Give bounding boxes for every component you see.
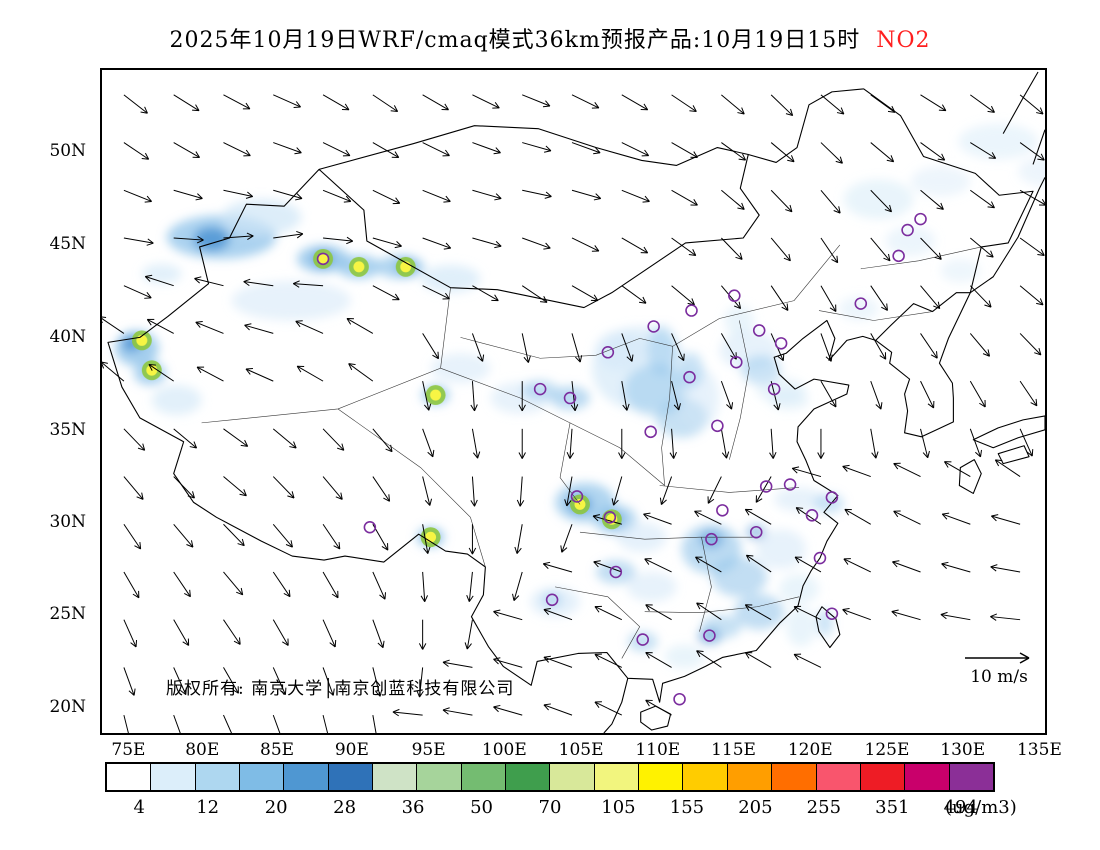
colorbar-cell [549, 764, 594, 790]
map-canvas [102, 71, 1045, 733]
map-frame: 版权所有: 南京大学│南京创蓝科技有限公司 10 m/s [100, 68, 1047, 735]
colorbar-tick-label: 255 [806, 797, 842, 818]
colorbar-cell [327, 764, 373, 790]
colorbar-cell [726, 764, 772, 790]
colorbar-cell [948, 764, 993, 790]
colorbar-cell [682, 764, 727, 790]
colorbar-cell [194, 764, 240, 790]
species-label: NO2 [876, 28, 931, 53]
colorbar-cell [239, 764, 284, 790]
lat-tick-label: 35N [49, 419, 86, 440]
colorbar-cell [283, 764, 328, 790]
lat-tick-label: 25N [49, 604, 86, 625]
lon-tick-label: 80E [185, 740, 220, 760]
colorbar-cell [416, 764, 461, 790]
colorbar-tick-label: 28 [333, 797, 357, 818]
colorbar-tick-label: 50 [470, 797, 493, 818]
colorbar-cell [150, 764, 195, 790]
lon-tick-label: 115E [711, 740, 756, 760]
colorbar-cell [638, 764, 683, 790]
colorbar-cell [815, 764, 860, 790]
wind-scale-arrow [965, 652, 1030, 664]
lon-tick-label: 130E [940, 740, 986, 760]
lon-tick-label: 105E [558, 740, 604, 760]
colorbar-cell [107, 764, 151, 790]
lon-tick-label: 75E [111, 740, 146, 760]
colorbar-tick-label: 36 [401, 797, 425, 818]
colorbar-cell [859, 764, 905, 790]
colorbar-tick-label: 105 [601, 797, 636, 818]
lon-tick-label: 85E [260, 740, 295, 760]
colorbar-cell [593, 764, 639, 790]
wind-vector-field [102, 94, 1045, 733]
lat-axis: 50N 45N 40N 35N 30N 25N 20N [0, 68, 92, 735]
colorbar-tick-label: 155 [669, 797, 705, 818]
colorbar-cell [505, 764, 550, 790]
lon-tick-label: 95E [411, 740, 446, 760]
lon-tick-label: 135E [1016, 740, 1062, 760]
colorbar-cell [904, 764, 949, 790]
lon-tick-label: 100E [481, 740, 527, 760]
lon-tick-label: 90E [334, 740, 369, 760]
colorbar-tick-label: 12 [196, 797, 220, 818]
colorbar-tick-label: 205 [738, 797, 773, 818]
colorbar-tick-label: 20 [264, 797, 288, 818]
station-markers [316, 212, 927, 706]
lon-axis: 75E 80E 85E 90E 95E 100E 105E 110E 115E 120E 125E 1… [100, 740, 1061, 760]
lat-tick-label: 20N [49, 696, 86, 717]
colorbar-tick-label: 70 [538, 797, 562, 818]
lat-tick-label: 45N [49, 234, 86, 255]
colorbar-tick-label: 351 [875, 797, 910, 818]
colorbar-cell [372, 764, 417, 790]
colorbar-unit: (ug/m3) [945, 797, 1017, 818]
lat-tick-label: 30N [49, 512, 86, 533]
title-text: 2025年10月19日WRF/cmaq模式36km预报产品:10月19日15时 [169, 28, 861, 53]
colorbar-tick-label: 494 [943, 797, 978, 818]
colorbar-cell [460, 764, 506, 790]
colorbar-tick-label: 4 [133, 797, 145, 818]
lon-tick-label: 125E [864, 740, 910, 760]
lat-tick-label: 40N [49, 326, 86, 347]
lon-tick-label: 120E [787, 740, 833, 760]
lon-tick-label: 110E [635, 740, 681, 760]
wind-scale-legend: 10 m/s [963, 651, 1035, 687]
province-borders [201, 244, 982, 659]
colorbar [105, 762, 995, 792]
copyright-text: 版权所有: 南京大学│南京创蓝科技有限公司 [166, 679, 515, 699]
wind-scale-label: 10 m/s [970, 667, 1028, 687]
lat-tick-label: 50N [49, 141, 86, 162]
colorbar-labels: (ug/m3) 4 12 20 28 36 50 70 105 155 205 255 351 494 [105, 797, 1016, 821]
page-title: 2025年10月19日WRF/cmaq模式36km预报产品:10月19日15时 N… [0, 22, 1100, 54]
colorbar-cell [771, 764, 816, 790]
